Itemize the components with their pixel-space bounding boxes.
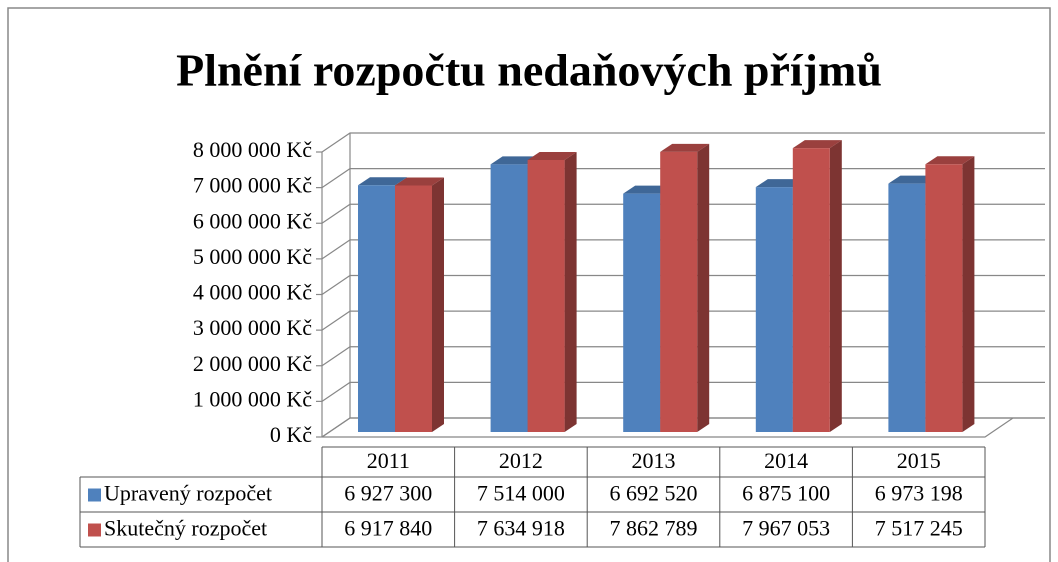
table-value: 6 917 840 [344,516,432,541]
bar-side [962,156,975,432]
bar-front [358,185,395,432]
y-tick-label: 0 Kč [270,422,312,447]
table-value: 6 927 300 [344,481,432,506]
bar-side [432,177,444,432]
y-tick-label: 7 000 000 Kč [193,173,312,198]
x-tick-label: 2015 [897,448,941,473]
bar-side [564,152,577,432]
bar-front [527,160,565,432]
bar-side [829,140,842,432]
table-value: 6 973 198 [875,481,963,506]
table-value: 7 514 000 [477,481,565,506]
bar-top [660,143,710,152]
table-value: 7 517 245 [875,516,963,541]
y-tick-label: 3 000 000 Kč [193,315,312,340]
legend-key [88,488,101,502]
bar-top [925,156,975,165]
table-value: 7 862 789 [610,516,698,541]
bar-top [888,175,938,184]
bar-front [660,151,698,433]
legend-label: Skutečný rozpočet [104,516,267,541]
grid-line [321,132,1045,153]
y-tick-label: 4 000 000 Kč [193,280,312,305]
x-tick-label: 2012 [499,448,543,473]
table-value: 6 692 520 [610,481,698,506]
table-value: 6 875 100 [742,481,830,506]
x-tick-label: 2011 [367,448,410,473]
table-value: 7 967 053 [742,516,830,541]
table-value: 7 634 918 [477,516,565,541]
bar-top [792,140,842,149]
bar-front [888,183,926,432]
legend-label: Upravený rozpočet [104,481,272,506]
bar-side [697,143,710,433]
bar-front [792,148,830,432]
bar-top [395,177,444,186]
bar-front [395,185,432,432]
chart-title: Plnění rozpočtu nedaňových příjmů [176,45,882,96]
bar [527,152,577,432]
bar-front [490,164,528,432]
bar-top [358,177,407,186]
bar-top [755,179,805,188]
legend-key [88,523,101,537]
bar [395,177,444,432]
bar-front [925,164,963,432]
x-tick-label: 2013 [632,448,676,473]
bar-top [490,156,540,165]
y-tick-label: 2 000 000 Kč [193,351,312,376]
y-tick-label: 6 000 000 Kč [193,208,312,233]
y-tick-label: 1 000 000 Kč [193,386,312,411]
bar [925,156,975,432]
bar-top [527,152,577,161]
bar-front [623,193,661,432]
y-tick-label: 8 000 000 Kč [193,137,312,162]
x-tick-label: 2014 [764,448,808,473]
bar-front [755,187,793,432]
y-tick-label: 5 000 000 Kč [193,244,312,269]
bar [660,143,710,433]
chart-border [7,7,1051,562]
bar [792,140,842,432]
bar-top [623,185,673,194]
